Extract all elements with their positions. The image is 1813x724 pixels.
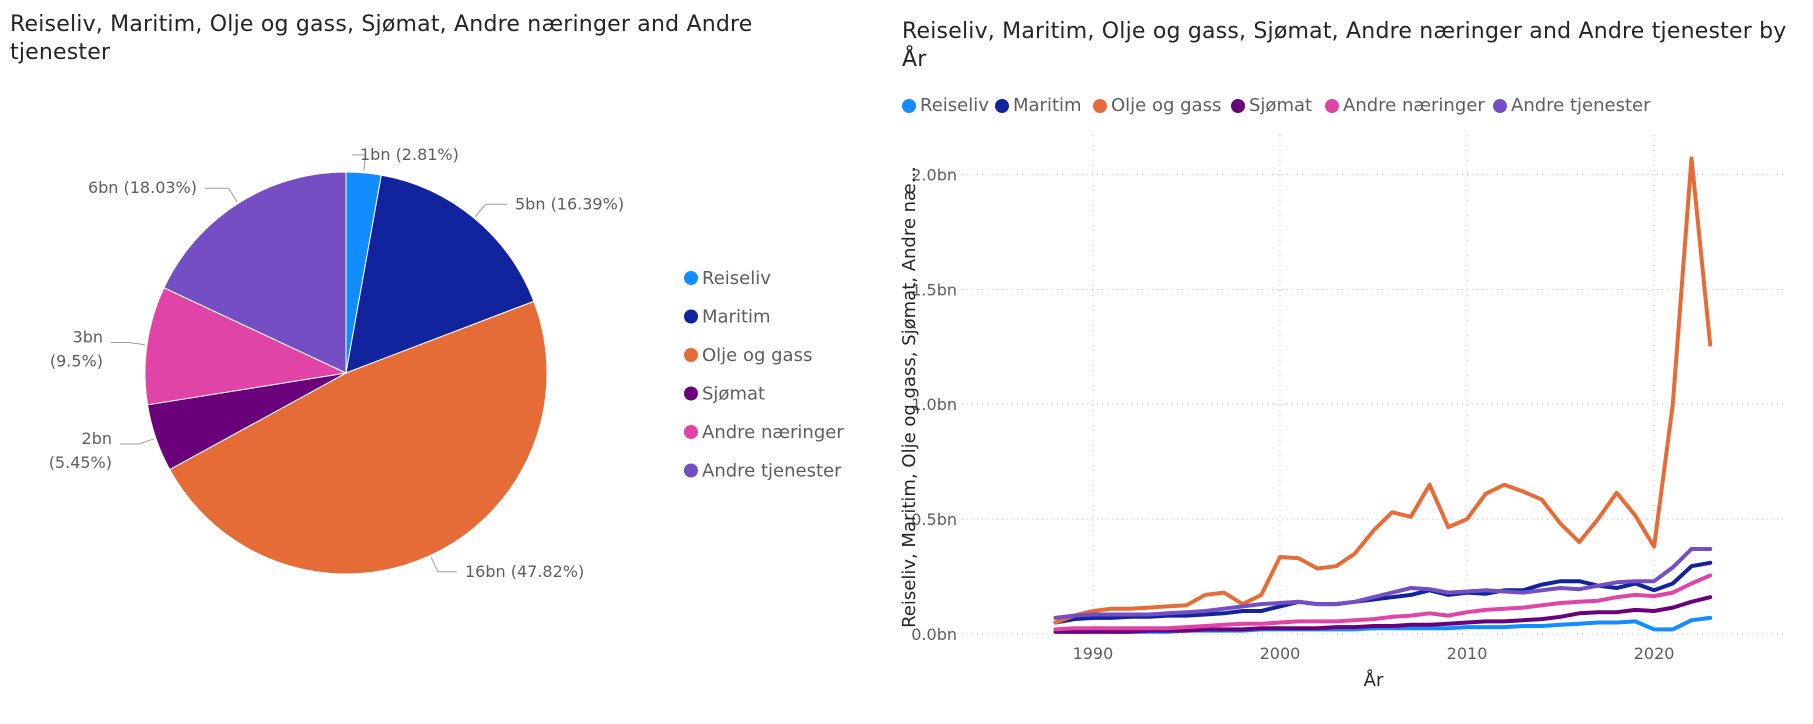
pie-data-label-value: 3bn [73, 328, 103, 347]
pie-data-label-percent: (9.5%) [50, 352, 103, 371]
legend-label: Sjømat [702, 384, 765, 405]
series-line-sjomat[interactable] [1053, 595, 1713, 634]
pie-legend-item-maritim[interactable]: Maritim [684, 307, 771, 328]
pie-data-label: 1bn (2.81%) [360, 145, 459, 164]
legend-label: Reiseliv [702, 268, 771, 289]
pie-legend-item-sjomat[interactable]: Sjømat [684, 384, 765, 405]
y-tick-label: 2.0bn [911, 165, 957, 184]
pie-legend-item-andre-naeringer[interactable]: Andre næringer [684, 422, 844, 443]
x-tick-label: 2000 [1260, 644, 1301, 663]
pie-slice-maritim[interactable] [345, 174, 535, 374]
legend-dot-icon [1325, 98, 1339, 113]
x-tick-label: 1990 [1073, 644, 1114, 663]
pie-leader-line [205, 187, 238, 202]
pie-data-label-percent: (5.45%) [49, 453, 112, 472]
legend-label: Sjømat [1249, 95, 1313, 116]
pie-chart: 1bn (2.81%) 5bn (16.39%) 16bn (47.82%) 2bn (… [49, 145, 845, 581]
legend-label: Andre tjenester [1511, 95, 1651, 116]
pie-leader-line [352, 154, 366, 171]
y-tick-label: 1.5bn [911, 280, 957, 299]
legend-label: Olje og gass [1111, 95, 1222, 116]
pie-leader-line [430, 557, 457, 573]
line-legend-item-olje-og-gass[interactable]: Olje og gass [1093, 95, 1221, 116]
pie-data-label: 5bn (16.39%) [515, 194, 624, 213]
legend-dot-icon [1093, 98, 1107, 113]
pie-leader-line [475, 203, 507, 217]
pie-slice-olje-og-gass[interactable] [169, 300, 548, 575]
legend-label: Maritim [702, 307, 771, 328]
legend-dot-icon [684, 348, 698, 362]
legend-dot-icon [684, 425, 698, 439]
legend-dot-icon [684, 386, 698, 401]
line-legend-item-reiseliv[interactable]: Reiseliv [902, 95, 989, 116]
pie-data-label-value: 2bn [82, 429, 112, 448]
y-tick-label: 0.5bn [911, 510, 957, 529]
y-tick-label: 0.0bn [911, 625, 957, 644]
legend-label: Andre tjenester [702, 461, 842, 482]
legend-dot-icon [995, 98, 1009, 113]
pie-data-label: 6bn (18.03%) [88, 178, 197, 197]
x-tick-label: 2010 [1447, 644, 1488, 663]
pie-slice-andre-tjenester[interactable] [163, 171, 347, 374]
line-chart-visual: Reiseliv, Maritim, Olje og gass, Sjømat,… [880, 0, 1813, 724]
pie-chart-title: Reiseliv, Maritim, Olje og gass, Sjømat,… [10, 12, 753, 65]
legend-label: Olje og gass [702, 345, 812, 366]
pie-legend-item-reiseliv[interactable]: Reiseliv [684, 268, 771, 289]
pie-slice-andre-naeringer[interactable] [144, 287, 348, 406]
x-tick-label: 2020 [1634, 644, 1675, 663]
line-legend-item-andre-tjenester[interactable]: Andre tjenester [1493, 95, 1650, 116]
pie-chart-visual: Reiseliv, Maritim, Olje og gass, Sjømat,… [0, 0, 880, 724]
pie-leader-line [111, 342, 146, 346]
series-line-andre-naeringer[interactable] [1053, 573, 1713, 632]
legend-label: Andre næringer [1343, 95, 1485, 116]
y-axis-title: Reiseliv, Maritim, Olje og gass, Sjømat,… [899, 166, 920, 628]
pie-legend-item-olje-og-gass[interactable]: Olje og gass [684, 345, 812, 366]
x-axis-title: År [1364, 669, 1384, 691]
legend-dot-icon [1493, 98, 1507, 113]
legend-dot-icon [902, 98, 916, 113]
line-legend-item-andre-naeringer[interactable]: Andre næringer [1325, 95, 1485, 116]
legend-label: Andre næringer [702, 422, 844, 443]
pie-leader-line [120, 438, 155, 445]
series-line-olje-og-gass[interactable] [1053, 156, 1713, 625]
legend-dot-icon [684, 309, 698, 324]
legend-dot-icon [684, 271, 698, 285]
legend-dot-icon [1231, 98, 1245, 113]
legend-label: Maritim [1013, 95, 1082, 116]
series-line-andre-tjenester[interactable] [1053, 547, 1713, 620]
pie-data-label: 16bn (47.82%) [465, 562, 584, 581]
line-legend-item-maritim[interactable]: Maritim [995, 95, 1082, 116]
line-chart-title: Reiseliv, Maritim, Olje og gass, Sjømat,… [902, 19, 1787, 72]
legend-dot-icon [684, 463, 698, 478]
line-chart: 0.0bn 0.5bn 1.0bn 1.5bn 2.0bn 1990 2000 2010 202… [899, 135, 1785, 691]
line-legend-item-sjomat[interactable]: Sjømat [1231, 95, 1312, 116]
pie-legend-item-andre-tjenester[interactable]: Andre tjenester [684, 461, 842, 482]
y-tick-label: 1.0bn [911, 395, 957, 414]
legend-label: Reiseliv [920, 95, 989, 116]
